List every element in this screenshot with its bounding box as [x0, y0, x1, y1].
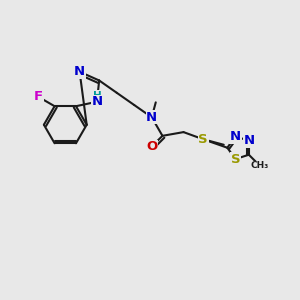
Text: H: H	[92, 91, 101, 101]
Text: S: S	[231, 152, 240, 166]
Text: CH₃: CH₃	[250, 161, 269, 170]
Text: F: F	[34, 91, 43, 103]
Text: S: S	[198, 133, 208, 146]
Text: N: N	[146, 111, 157, 124]
Text: N: N	[243, 134, 254, 147]
Text: N: N	[230, 130, 241, 143]
Text: N: N	[74, 65, 85, 78]
Text: N: N	[92, 95, 103, 108]
Text: O: O	[146, 140, 157, 153]
